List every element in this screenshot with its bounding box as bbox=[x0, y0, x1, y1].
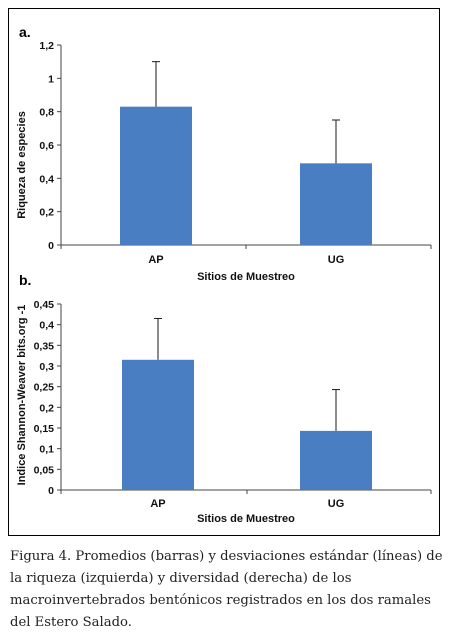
y-tick-label: 0,45 bbox=[34, 299, 55, 311]
y-tick-label: 0,4 bbox=[39, 320, 54, 332]
x-category-label: UG bbox=[328, 498, 345, 510]
figure-caption: Figura 4. Promedios (barras) y desviacio… bbox=[10, 549, 443, 630]
y-tick-label: 0,6 bbox=[39, 140, 54, 152]
figure-charts: a. 0 0,2 0,4 0,6 0,8 1 1,2 AP UG Sitios de Muestre… bbox=[16, 24, 432, 525]
panel-label: a. bbox=[19, 24, 31, 40]
bar-ug bbox=[300, 163, 372, 245]
y-tick-label: 0,4 bbox=[39, 173, 54, 185]
y-tick-label: 0,3 bbox=[39, 361, 54, 373]
y-tick-label: 0,05 bbox=[34, 464, 55, 476]
y-tick-label: 0,8 bbox=[39, 107, 54, 119]
y-axis-title: Indice Shannon-Weaver bits.org -1 bbox=[16, 305, 28, 486]
y-tick-label: 1,2 bbox=[39, 40, 54, 52]
x-axis-title: Sitios de Muestreo bbox=[197, 513, 295, 525]
y-tick-label: 0,2 bbox=[39, 207, 54, 219]
y-tick-label: 0 bbox=[48, 485, 54, 497]
bar-ap bbox=[120, 106, 192, 246]
chart-panel-b: b. 0 0,05 0,1 0,15 0,2 0,25 0,3 0,35 0,4 0,45 AP UG S… bbox=[16, 272, 432, 525]
chart-panel-a: a. 0 0,2 0,4 0,6 0,8 1 1,2 AP UG Sitios de Muestre… bbox=[16, 24, 432, 283]
x-category-label: AP bbox=[150, 498, 165, 510]
x-category-label: UG bbox=[328, 254, 345, 266]
y-tick-label: 0,15 bbox=[34, 423, 55, 435]
y-tick-label: 0,25 bbox=[34, 382, 55, 394]
y-tick-label: 0,1 bbox=[39, 444, 54, 456]
y-tick-label: 0,2 bbox=[39, 402, 54, 414]
y-tick-label: 0,35 bbox=[34, 340, 55, 352]
panel-label: b. bbox=[19, 272, 31, 288]
x-category-label: AP bbox=[148, 254, 163, 266]
y-axis-title: Riqueza de especies bbox=[16, 111, 28, 219]
bar-ap bbox=[122, 359, 194, 490]
y-tick-label: 0 bbox=[48, 240, 54, 252]
figure-frame: a. 0 0,2 0,4 0,6 0,8 1 1,2 AP UG Sitios de Muestre… bbox=[8, 8, 440, 536]
y-tick-label: 1 bbox=[48, 73, 54, 85]
bar-ug bbox=[300, 430, 372, 490]
x-axis-title: Sitios de Muestreo bbox=[197, 271, 295, 283]
